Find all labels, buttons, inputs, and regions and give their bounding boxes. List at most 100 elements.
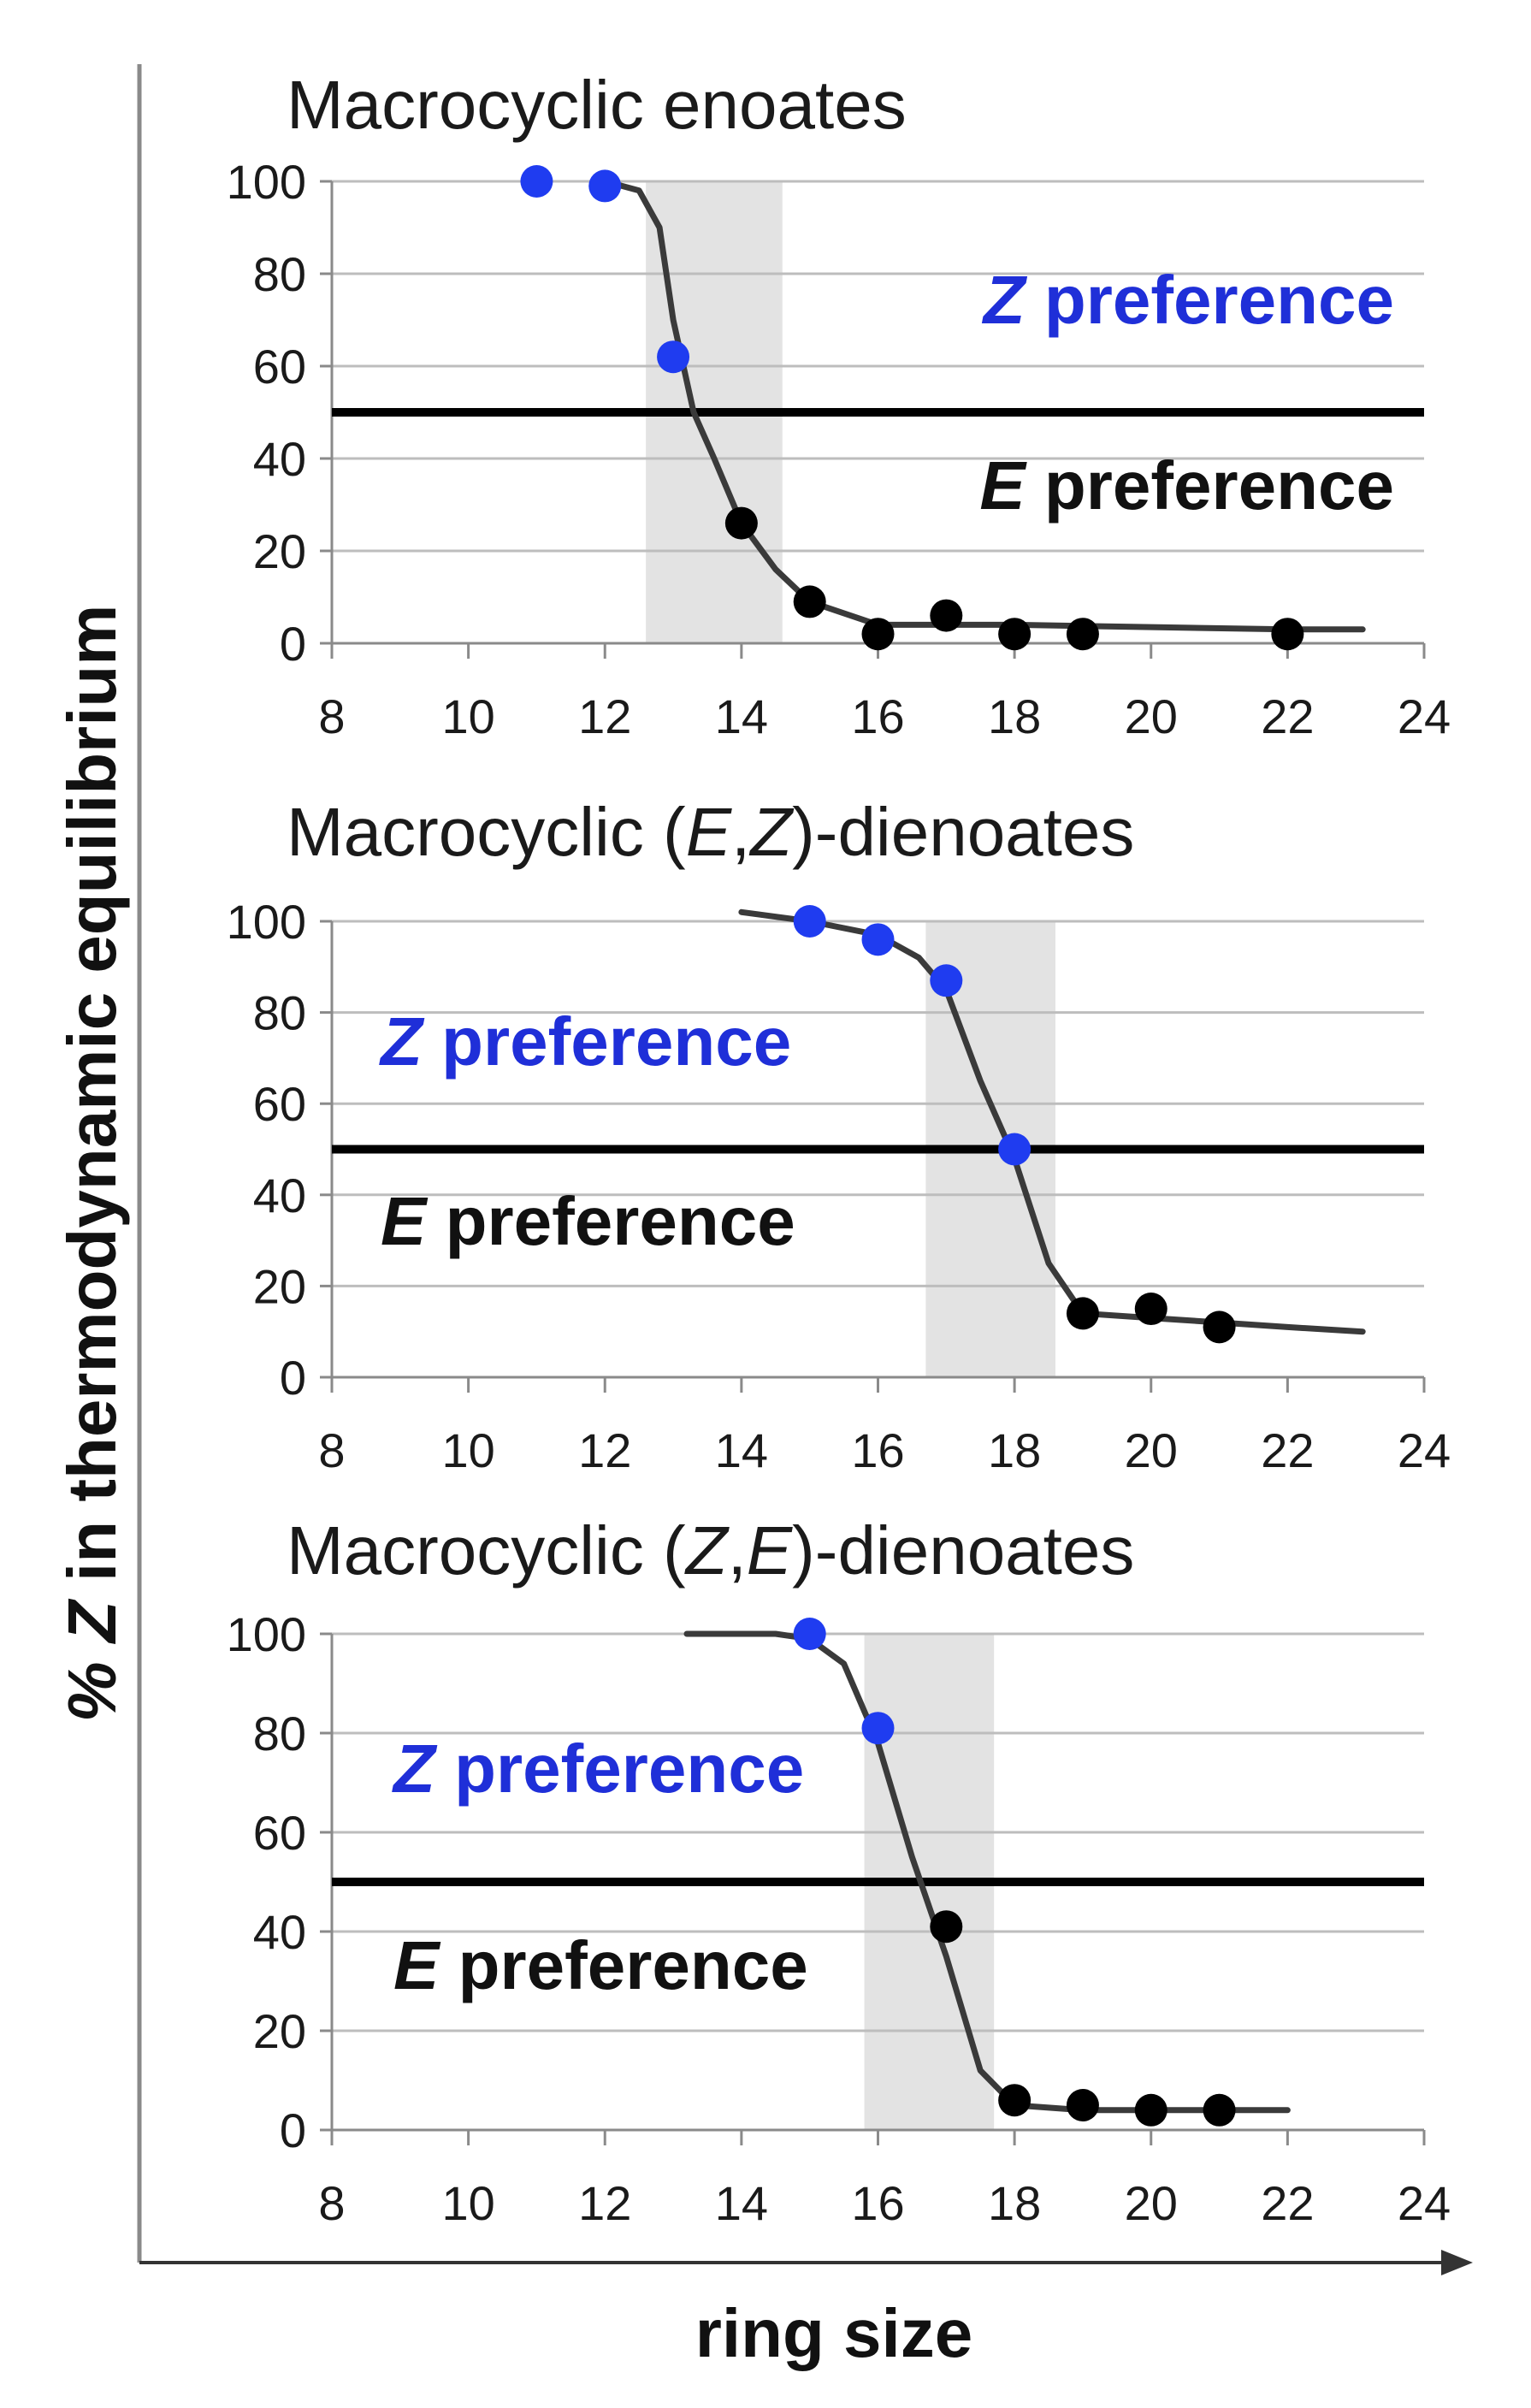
data-point-e [1134, 1293, 1167, 1326]
z-symbol: Z [379, 1003, 425, 1080]
data-point-e [1203, 2093, 1236, 2127]
chart-title-part: Z [748, 794, 795, 870]
x-tick-label: 18 [988, 1423, 1041, 1477]
z-symbol: Z [392, 1731, 438, 1807]
x-tick-label: 12 [578, 1423, 631, 1477]
chart-title-part: )-dienoates [792, 794, 1134, 870]
y-tick-label: 40 [253, 1905, 306, 1959]
z-text: preference [1026, 262, 1394, 338]
z-preference-label: Z preference [982, 262, 1394, 338]
y-tick-label: 100 [227, 155, 306, 209]
data-point-e [861, 618, 895, 651]
x-tick-label: 14 [715, 2176, 768, 2230]
y-tick-label: 20 [253, 524, 306, 578]
chart-title: Macrocyclic enoates [287, 67, 907, 143]
data-point-z [588, 169, 622, 203]
x-tick-label: 22 [1261, 1423, 1314, 1477]
figure-y-axis-label-rest: in thermodynamic equilibrium [54, 605, 130, 1601]
x-tick-label: 24 [1398, 2176, 1451, 2230]
e-preference-label: E preference [393, 1927, 808, 2003]
data-point-z [793, 905, 826, 938]
figure-x-axis-label: ring size [695, 2295, 973, 2371]
data-point-e [930, 599, 963, 632]
x-tick-label: 10 [441, 1423, 494, 1477]
chart-title-part: , [731, 794, 750, 870]
y-tick-label: 60 [253, 340, 306, 393]
e-text: preference [1026, 447, 1394, 524]
fit-curve [601, 178, 1366, 633]
e-text: preference [426, 1183, 795, 1259]
data-point-e [930, 1910, 963, 1944]
x-tick-label: 10 [441, 2176, 494, 2230]
y-tick-label: 60 [253, 1077, 306, 1131]
data-point-z [861, 1712, 895, 1745]
data-point-e [1066, 2089, 1099, 2121]
y-tick-label: 80 [253, 1707, 306, 1760]
chart-title-part: Macrocyclic ( [287, 1512, 686, 1589]
y-tick-label: 40 [253, 432, 306, 486]
data-point-e [1271, 618, 1304, 651]
data-point-z [930, 964, 963, 997]
chart-title-part: , [728, 1512, 747, 1589]
x-tick-label: 24 [1398, 1423, 1451, 1477]
chart-title: Macrocyclic (E,Z)-dienoates [287, 794, 1134, 870]
e-text: preference [439, 1927, 807, 2003]
z-text: preference [435, 1731, 804, 1807]
z-text: preference [423, 1003, 791, 1080]
e-preference-label: E preference [979, 447, 1394, 524]
data-point-e [1066, 1297, 1099, 1330]
figure-y-axis-label-symbol: % Z [54, 1598, 130, 1722]
x-tick-label: 24 [1398, 689, 1451, 743]
e-symbol: E [381, 1183, 429, 1259]
x-tick-label: 20 [1125, 1423, 1178, 1477]
x-tick-label: 10 [441, 689, 494, 743]
x-tick-label: 14 [715, 1423, 768, 1477]
y-tick-label: 0 [280, 2103, 306, 2157]
z-symbol: Z [982, 262, 1028, 338]
y-tick-label: 100 [227, 1607, 306, 1661]
chart-title-part: Z [684, 1512, 730, 1589]
y-tick-label: 100 [227, 895, 306, 949]
data-point-z [520, 165, 553, 198]
y-tick-label: 40 [253, 1169, 306, 1222]
x-tick-label: 12 [578, 689, 631, 743]
data-point-z [998, 1133, 1032, 1166]
chart-title-part: )-dienoates [792, 1512, 1134, 1589]
data-point-e [724, 506, 758, 540]
z-preference-label: Z preference [379, 1003, 791, 1080]
x-tick-label: 20 [1125, 2176, 1178, 2230]
data-point-e [1134, 2093, 1167, 2127]
chart-title-part: E [747, 1512, 794, 1589]
x-tick-label: 8 [318, 689, 345, 743]
data-point-e [793, 585, 826, 618]
chart-panel-1: 0 20 40 60 80 100 8 10 12 14 16 18 20 22 24 Macrocyclic… [227, 67, 1451, 743]
x-tick-label: 16 [851, 1423, 904, 1477]
x-tick-label: 8 [318, 1423, 345, 1477]
x-tick-label: 18 [988, 2176, 1041, 2230]
data-point-z [861, 923, 895, 956]
y-tick-label: 20 [253, 2004, 306, 2058]
chart-title-part: E [686, 794, 733, 870]
data-point-e [998, 2084, 1032, 2117]
chart-panel-2: 0 20 40 60 80 100 8 10 12 14 16 18 20 22 24 Macrocyclic… [227, 794, 1451, 1477]
data-point-z [657, 340, 690, 374]
chart-title-part: Macrocyclic enoates [287, 67, 907, 143]
y-tick-label: 20 [253, 1259, 306, 1313]
x-tick-label: 20 [1125, 689, 1178, 743]
x-tick-label: 16 [851, 2176, 904, 2230]
y-tick-label: 0 [280, 617, 306, 671]
x-tick-label: 12 [578, 2176, 631, 2230]
y-tick-label: 0 [280, 1351, 306, 1405]
data-point-e [1203, 1310, 1236, 1344]
y-tick-label: 80 [253, 986, 306, 1040]
y-tick-label: 80 [253, 247, 306, 301]
x-tick-label: 14 [715, 689, 768, 743]
chart-panel-3: 0 20 40 60 80 100 8 10 12 14 16 18 20 22 24 Macrocyclic… [227, 1512, 1451, 2230]
figure-x-axis-arrowhead [1441, 2250, 1473, 2275]
e-preference-label: E preference [381, 1183, 795, 1259]
data-point-e [1066, 618, 1099, 651]
chart-title-part: Macrocyclic ( [287, 794, 686, 870]
x-tick-label: 18 [988, 689, 1041, 743]
